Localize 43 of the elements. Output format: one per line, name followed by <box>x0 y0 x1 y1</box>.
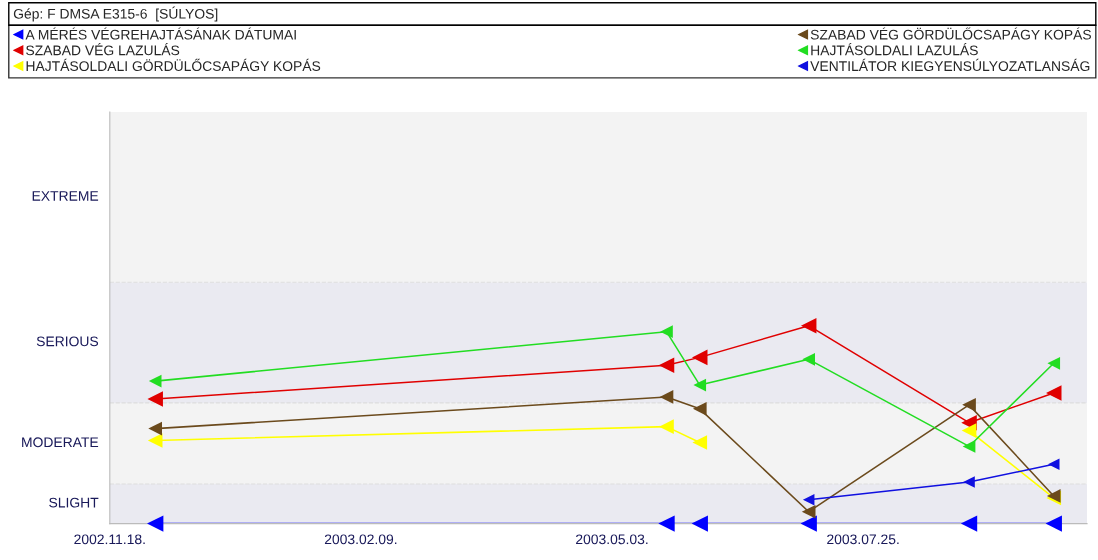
point <box>1047 356 1061 370</box>
point <box>963 476 975 488</box>
point <box>800 317 817 334</box>
point <box>146 515 164 532</box>
point <box>658 515 675 532</box>
point <box>962 398 976 412</box>
band-label: SLIGHT <box>49 497 99 508</box>
point <box>658 357 675 374</box>
chart-title: Gép: F DMSA E315-6 [SÚLYOS] <box>13 6 218 22</box>
point <box>147 433 163 448</box>
point <box>692 435 708 450</box>
x-tick-label: 2003.07.25. <box>827 534 899 545</box>
band-label: EXTREME <box>32 191 99 201</box>
legend-label: VENTILÁTOR KIEGYENSÚLYOZATLANSÁG <box>810 58 1090 72</box>
point <box>692 349 708 366</box>
point <box>1045 385 1062 401</box>
point <box>660 325 673 338</box>
x-tick-label: 2003.02.09. <box>324 534 397 545</box>
point <box>1047 458 1060 470</box>
legend-label: A MÉRÉS VÉGREHAJTÁSÁNAK DÁTUMAI <box>25 27 296 40</box>
point <box>692 401 707 416</box>
point <box>659 419 674 434</box>
point <box>148 421 163 436</box>
point <box>693 378 707 392</box>
legend-label: HAJTÁSOLDALI LAZULÁS <box>811 43 978 56</box>
point <box>801 504 816 519</box>
band-label: SERIOUS <box>36 336 99 347</box>
point <box>147 391 163 407</box>
legend-label: SZABAD VÉG LAZULÁS <box>26 43 180 56</box>
point <box>148 374 162 388</box>
x-tick-label: 2002.11.18. <box>74 534 145 545</box>
point <box>691 515 708 532</box>
point <box>800 515 817 532</box>
point <box>802 494 815 506</box>
point <box>962 440 976 453</box>
point <box>961 423 977 438</box>
point <box>802 353 816 366</box>
legend-label: HAJTÁSOLDALI GÖRDÜLŐCSAPÁGY KOPÁS <box>26 58 321 72</box>
point <box>1045 515 1062 532</box>
point <box>960 515 978 532</box>
band-label: MODERATE <box>22 437 99 448</box>
legend-label: SZABAD VÉG GÖRDÜLŐCSAPÁGY KOPÁS <box>810 27 1091 40</box>
x-tick-label: 2003.05.03. <box>576 534 648 545</box>
